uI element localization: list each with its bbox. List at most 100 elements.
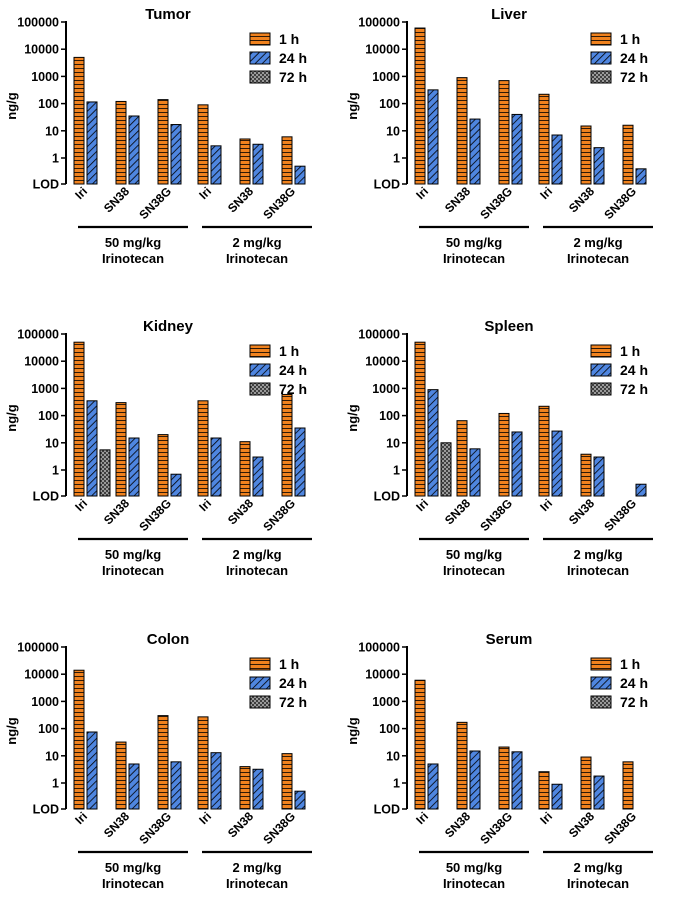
bar-24h-sn38-1 xyxy=(128,763,140,810)
chart-title: Tumor xyxy=(145,6,191,23)
y-axis-label: ng/g xyxy=(4,92,19,119)
y-tick-label: 1000 xyxy=(31,695,59,709)
legend-swatch-72h xyxy=(590,70,612,84)
bar-1h-sn38-4 xyxy=(580,756,592,810)
bar-1h-sn38g-2 xyxy=(498,746,510,810)
bar-24h-sn38g-2 xyxy=(170,761,182,810)
bar-1h-iri-3 xyxy=(538,93,550,185)
group-label-drug: Irinotecan xyxy=(226,563,288,578)
y-tick-label: 1000 xyxy=(372,382,400,396)
bar-1h-sn38-1 xyxy=(115,100,127,185)
group-label-drug: Irinotecan xyxy=(226,251,288,266)
legend-label: 24 h xyxy=(620,675,648,691)
legend-label: 72 h xyxy=(620,69,648,85)
y-tick-label: LOD xyxy=(33,490,59,504)
bar-24h-sn38-4 xyxy=(252,456,264,497)
y-tick-label: 10000 xyxy=(365,668,400,682)
legend-swatch-24h xyxy=(249,676,271,690)
legend-swatch-24h xyxy=(590,676,612,690)
y-tick-label: 100000 xyxy=(17,328,59,342)
bar-1h-sn38-1 xyxy=(456,77,468,185)
category-label: Iri xyxy=(537,184,555,202)
bar-1h-sn38-1 xyxy=(456,721,468,810)
group-label-dose: 2 mg/kg xyxy=(573,547,622,562)
y-axis-label: ng/g xyxy=(345,717,360,744)
legend-label: 24 h xyxy=(279,362,307,378)
legend-swatch-1h xyxy=(590,657,612,671)
bar-24h-sn38-4 xyxy=(593,147,605,185)
y-tick-label: 1 xyxy=(393,777,400,791)
category-label: Iri xyxy=(413,809,431,827)
bar-24h-sn38g-5 xyxy=(635,168,647,185)
bar-1h-sn38g-5 xyxy=(281,753,293,810)
legend-label: 1 h xyxy=(620,31,640,47)
bar-72h-iri-0 xyxy=(99,449,111,497)
legend-label: 1 h xyxy=(620,343,640,359)
group-label-drug: Irinotecan xyxy=(567,251,629,266)
y-axis-label: ng/g xyxy=(4,404,19,431)
y-tick-label: 1000 xyxy=(372,695,400,709)
bar-24h-iri-0 xyxy=(86,400,98,497)
legend-label: 24 h xyxy=(279,50,307,66)
bar-24h-sn38g-2 xyxy=(511,751,523,810)
bar-24h-sn38g-2 xyxy=(170,124,182,185)
y-tick-label: 100 xyxy=(379,97,400,111)
category-label: Iri xyxy=(72,809,90,827)
bar-24h-iri-3 xyxy=(551,430,563,497)
group-label-dose: 2 mg/kg xyxy=(232,547,281,562)
bar-24h-iri-3 xyxy=(551,134,563,185)
legend-swatch-24h xyxy=(249,363,271,377)
group-label-drug: Irinotecan xyxy=(443,251,505,266)
bar-1h-iri-0 xyxy=(73,669,85,810)
y-tick-label: 100 xyxy=(38,409,59,423)
y-tick-label: 10000 xyxy=(24,355,59,369)
bar-24h-sn38-1 xyxy=(469,448,481,497)
group-label-drug: Irinotecan xyxy=(443,563,505,578)
legend-swatch-1h xyxy=(249,344,271,358)
legend-swatch-1h xyxy=(590,344,612,358)
y-tick-label: LOD xyxy=(33,803,59,817)
bar-24h-sn38-1 xyxy=(128,437,140,497)
legend-swatch-24h xyxy=(590,363,612,377)
bar-1h-sn38-1 xyxy=(115,402,127,497)
category-label: Iri xyxy=(196,496,214,514)
y-tick-label: 10 xyxy=(45,749,59,763)
bar-1h-sn38g-5 xyxy=(281,136,293,185)
bar-24h-sn38-1 xyxy=(469,750,481,810)
y-tick-label: 10000 xyxy=(365,355,400,369)
bar-24h-iri-0 xyxy=(86,101,98,185)
bar-24h-sn38g-2 xyxy=(511,431,523,497)
bar-1h-iri-0 xyxy=(414,341,426,497)
y-tick-label: LOD xyxy=(33,178,59,192)
y-axis-label: ng/g xyxy=(345,92,360,119)
category-label: SN38 xyxy=(225,184,256,215)
group-label-dose: 2 mg/kg xyxy=(573,235,622,250)
category-label: SN38G xyxy=(136,496,174,534)
bar-1h-sn38g-2 xyxy=(157,99,169,185)
group-label-dose: 2 mg/kg xyxy=(573,860,622,875)
bar-24h-iri-3 xyxy=(210,752,222,810)
chart-panel-colon: Colon ng/g 100000 10000 1000 100 10 1 LOD Iri SN38… xyxy=(4,631,312,891)
category-label: SN38 xyxy=(225,809,256,840)
category-label: Iri xyxy=(413,496,431,514)
y-tick-label: 1000 xyxy=(372,70,400,84)
group-label-dose: 50 mg/kg xyxy=(446,860,502,875)
category-label: Iri xyxy=(537,496,555,514)
y-tick-label: 10000 xyxy=(24,668,59,682)
category-label: SN38G xyxy=(260,184,298,222)
bar-24h-iri-3 xyxy=(210,145,222,185)
bar-24h-iri-3 xyxy=(210,437,222,497)
group-label-drug: Irinotecan xyxy=(226,876,288,891)
bar-24h-sn38g-5 xyxy=(294,790,306,810)
category-label: SN38G xyxy=(136,809,174,847)
category-label: SN38 xyxy=(442,496,473,527)
category-label: SN38G xyxy=(601,184,639,222)
y-tick-label: 10000 xyxy=(365,43,400,57)
legend-swatch-72h xyxy=(590,695,612,709)
legend-swatch-1h xyxy=(249,657,271,671)
bar-1h-sn38-1 xyxy=(115,741,127,810)
bar-24h-sn38-1 xyxy=(469,118,481,185)
bar-24h-iri-0 xyxy=(427,89,439,185)
bar-24h-sn38g-2 xyxy=(511,113,523,185)
bar-1h-sn38-4 xyxy=(239,441,251,497)
